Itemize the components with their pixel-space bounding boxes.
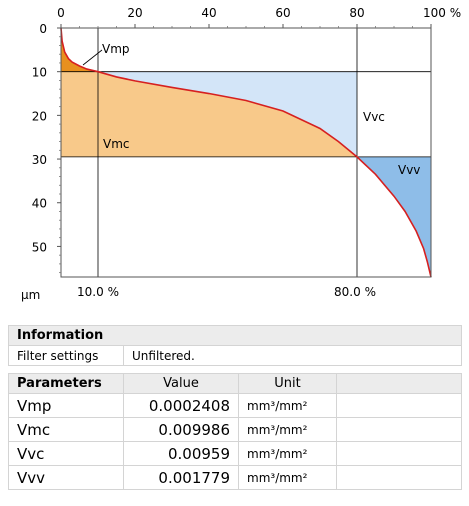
y-tick-label: 40 xyxy=(32,197,47,211)
y-tick-label: 10 xyxy=(32,66,47,80)
abbott-firestone-chart: 0 20 40 60 80 100 % 0 10 20 30 40 50 µm 10.0 % 80.0 % V… xyxy=(21,6,461,302)
vmp-leader-line xyxy=(82,49,103,66)
param-unit: mm³/mm² xyxy=(238,441,337,466)
vvv-label: Vvv xyxy=(398,163,420,177)
empty-cell xyxy=(336,393,462,418)
param-value: 0.001779 xyxy=(123,465,239,490)
param-value: 0.0002408 xyxy=(123,393,239,418)
vmc-region xyxy=(61,71,357,157)
x-tick-label: 40 xyxy=(201,6,216,20)
param-name: Vmp xyxy=(8,393,124,418)
param-unit: mm³/mm² xyxy=(238,465,337,490)
x-tick-label: 100 % xyxy=(423,6,461,20)
vvv-region xyxy=(357,156,431,277)
table-row: Vvc 0.00959 mm³/mm² xyxy=(8,441,462,466)
empty-header xyxy=(336,373,462,394)
filter-settings-label: Filter settings xyxy=(8,345,124,366)
y-tick-label: 0 xyxy=(39,22,47,36)
param-name: Vvv xyxy=(8,465,124,490)
x-tick-label: 80 xyxy=(349,6,364,20)
param-name: Vmc xyxy=(8,417,124,442)
information-table: Information Filter settings Unfiltered. xyxy=(8,325,462,366)
y-tick-label: 50 xyxy=(32,240,47,254)
param-unit: mm³/mm² xyxy=(238,417,337,442)
info-row: Filter settings Unfiltered. xyxy=(8,345,462,366)
empty-cell xyxy=(336,465,462,490)
parameters-header: Parameters xyxy=(8,373,124,394)
bearing-area-curve xyxy=(60,27,432,278)
y-tick-label: 30 xyxy=(32,153,47,167)
vmp-label: Vmp xyxy=(102,42,130,56)
mr2-label: 80.0 % xyxy=(334,285,376,299)
empty-cell xyxy=(336,417,462,442)
empty-cell xyxy=(336,441,462,466)
vmc-label: Vmc xyxy=(103,137,130,151)
mr1-label: 10.0 % xyxy=(77,285,119,299)
y-tick-label: 20 xyxy=(32,109,47,123)
x-tick-label: 20 xyxy=(127,6,142,20)
x-tick-label: 0 xyxy=(57,6,65,20)
value-header: Value xyxy=(123,373,239,394)
param-value: 0.00959 xyxy=(123,441,239,466)
table-row: Vmp 0.0002408 mm³/mm² xyxy=(8,393,462,418)
x-tick-label: 60 xyxy=(275,6,290,20)
param-name: Vvc xyxy=(8,441,124,466)
information-title: Information xyxy=(8,325,462,346)
param-value: 0.009986 xyxy=(123,417,239,442)
parameters-table: Parameters Value Unit Vmp 0.0002408 mm³/… xyxy=(8,373,462,490)
table-row: Vvv 0.001779 mm³/mm² xyxy=(8,465,462,490)
table-row: Vmc 0.009986 mm³/mm² xyxy=(8,417,462,442)
y-unit-label: µm xyxy=(21,288,40,302)
vvc-region xyxy=(98,71,357,157)
unit-header: Unit xyxy=(238,373,337,394)
vvc-label: Vvc xyxy=(363,110,385,124)
filter-settings-value: Unfiltered. xyxy=(123,345,462,366)
param-unit: mm³/mm² xyxy=(238,393,337,418)
